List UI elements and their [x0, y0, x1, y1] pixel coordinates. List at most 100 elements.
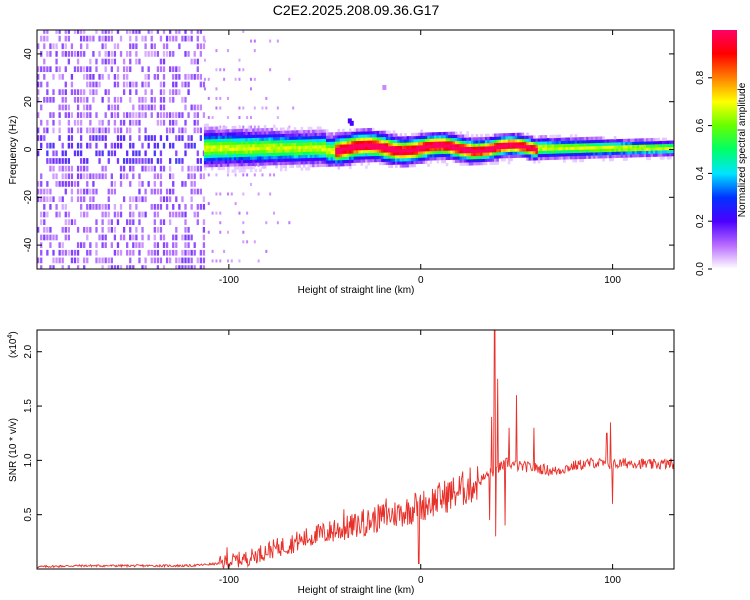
heatmap-cell	[144, 150, 147, 157]
heatmap-cell	[597, 155, 601, 159]
heatmap-cell	[385, 158, 389, 162]
heatmap-cell	[70, 249, 74, 256]
heatmap-cell	[298, 133, 301, 137]
heatmap-cell	[484, 155, 488, 159]
heatmap-cell	[79, 211, 83, 218]
heatmap-cell	[549, 138, 552, 142]
heatmap-cell	[132, 119, 135, 126]
heatmap-cell	[461, 162, 465, 166]
heatmap-cell	[579, 152, 582, 156]
heatmap-cell	[190, 104, 193, 111]
heatmap-cell	[427, 163, 430, 167]
heatmap-cell	[664, 146, 668, 151]
heatmap-cell	[447, 156, 451, 160]
heatmap-cell	[376, 133, 380, 138]
heatmap-cell	[119, 165, 123, 172]
heatmap-cell	[482, 146, 486, 150]
heatmap-cell	[316, 141, 320, 146]
heatmap-cell	[381, 149, 384, 153]
heatmap-cell	[270, 140, 274, 144]
heatmap-cell	[141, 104, 144, 111]
heatmap-cell	[669, 156, 672, 160]
heatmap-cell	[574, 149, 578, 154]
heatmap-cell	[58, 112, 61, 118]
heatmap-cell	[270, 137, 274, 141]
heatmap-cell	[86, 173, 89, 180]
heatmap-cell	[246, 240, 249, 244]
heatmap-cell	[135, 203, 138, 210]
heatmap-cell	[247, 125, 251, 129]
heatmap-cell	[385, 139, 389, 144]
heatmap-cell	[261, 159, 265, 163]
heatmap-cell	[129, 219, 132, 226]
heatmap-cell	[496, 142, 499, 147]
heatmap-cell	[263, 159, 267, 163]
heatmap-cell	[450, 144, 453, 148]
heatmap-cell	[199, 203, 203, 210]
heatmap-cell	[514, 154, 518, 158]
heatmap-cell	[40, 104, 43, 111]
heatmap-cell	[52, 119, 55, 126]
heatmap-cell	[627, 144, 631, 149]
heatmap-cell	[159, 81, 163, 88]
heatmap-cell	[37, 43, 40, 50]
heatmap-cell	[217, 132, 221, 136]
heatmap-cell	[312, 151, 315, 155]
heatmap-cell	[314, 160, 318, 165]
heatmap-cell	[411, 136, 414, 140]
heatmap-cell	[662, 146, 665, 151]
heatmap-cell	[484, 161, 488, 166]
heatmap-cell	[279, 152, 283, 156]
heatmap-cell	[298, 164, 301, 168]
heatmap-cell	[104, 89, 107, 96]
heatmap-cell	[604, 154, 608, 159]
heatmap-cell	[325, 154, 329, 158]
heatmap-cell	[169, 249, 172, 256]
heatmap-cell	[159, 203, 163, 210]
heatmap-cell	[98, 127, 101, 134]
heatmap-cell	[222, 132, 225, 136]
heatmap-cell	[196, 30, 199, 34]
heatmap-cell	[153, 96, 156, 103]
heatmap-cell	[655, 153, 658, 157]
heatmap-cell	[332, 153, 336, 158]
heatmap-cell	[427, 151, 430, 155]
heatmap-cell	[240, 162, 244, 167]
heatmap-cell	[307, 160, 311, 165]
heatmap-cell	[528, 141, 532, 146]
heatmap-cell	[385, 133, 389, 138]
heatmap-cell	[190, 234, 193, 241]
heatmap-cell	[447, 131, 451, 136]
heatmap-cell	[116, 211, 120, 218]
heatmap-cell	[40, 142, 43, 149]
heatmap-cell	[454, 143, 458, 148]
heatmap-cell	[427, 157, 430, 161]
heatmap-cell	[224, 126, 228, 130]
heatmap-cell	[521, 141, 525, 146]
heatmap-cell	[138, 173, 141, 180]
heatmap-cell	[434, 157, 437, 161]
heatmap-cell	[150, 96, 153, 103]
heatmap-cell	[55, 257, 58, 264]
heatmap-cell	[530, 147, 534, 152]
heatmap-cell	[505, 142, 509, 146]
heatmap-cell	[383, 130, 387, 134]
heatmap-cell	[330, 163, 334, 167]
heatmap-cell	[427, 135, 430, 139]
heatmap-cell	[288, 125, 291, 129]
heatmap-cell	[629, 154, 633, 158]
heatmap-cell	[553, 137, 557, 142]
heatmap-cell	[43, 43, 46, 50]
heatmap-cell	[659, 147, 663, 151]
heatmap-cell	[110, 188, 113, 195]
heatmap-cell	[138, 30, 141, 34]
heatmap-cell	[119, 265, 123, 269]
heatmap-cell	[441, 159, 444, 164]
heatmap-cell	[404, 151, 407, 156]
heatmap-cell	[181, 165, 184, 172]
heatmap-cell	[37, 81, 40, 88]
heatmap-cell	[286, 146, 290, 150]
heatmap-cell	[461, 143, 465, 148]
heatmap-cell	[537, 144, 541, 148]
heatmap-cell	[620, 145, 624, 149]
